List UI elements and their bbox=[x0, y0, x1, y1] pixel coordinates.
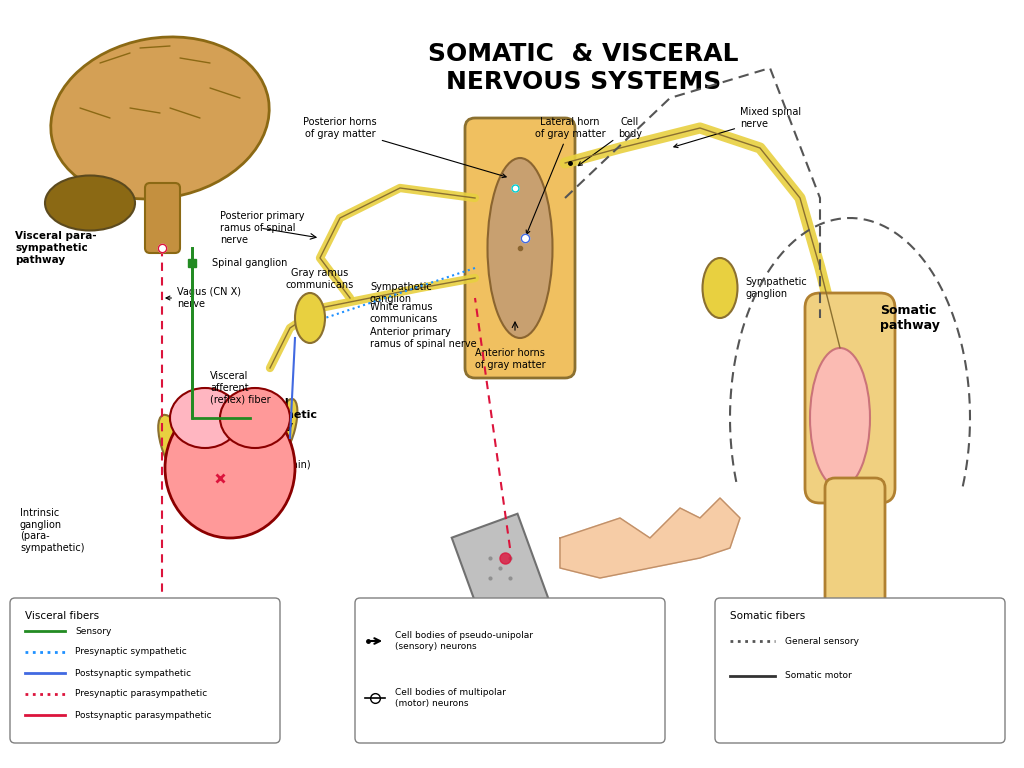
Text: Visceral
afferent (pain)
fiber: Visceral afferent (pain) fiber bbox=[240, 448, 310, 482]
Text: Presynaptic sympathetic: Presynaptic sympathetic bbox=[75, 647, 186, 657]
Text: Lateral horn
of gray matter: Lateral horn of gray matter bbox=[526, 118, 605, 234]
FancyBboxPatch shape bbox=[10, 598, 280, 743]
Ellipse shape bbox=[702, 258, 737, 318]
Ellipse shape bbox=[487, 158, 553, 338]
Text: Posterior primary
ramus of spinal
nerve: Posterior primary ramus of spinal nerve bbox=[220, 211, 304, 244]
FancyBboxPatch shape bbox=[715, 598, 1005, 743]
Text: Visceral
afferent
(reflex) fiber: Visceral afferent (reflex) fiber bbox=[210, 372, 270, 405]
Text: Sympathetic
ganglion: Sympathetic ganglion bbox=[745, 277, 807, 299]
Text: Somatic
pathway: Somatic pathway bbox=[880, 304, 940, 332]
Text: Anterior primary
ramus of spinal nerve: Anterior primary ramus of spinal nerve bbox=[370, 327, 476, 349]
Text: Visceral para-
sympathetic
pathway: Visceral para- sympathetic pathway bbox=[15, 231, 96, 265]
Text: Intrinsic
ganglion
(para-
sympathetic): Intrinsic ganglion (para- sympathetic) bbox=[20, 508, 85, 553]
FancyBboxPatch shape bbox=[355, 598, 665, 743]
Text: Posterior horns
of gray matter: Posterior horns of gray matter bbox=[303, 118, 506, 177]
Text: Cell bodies of multipolar
(motor) neurons: Cell bodies of multipolar (motor) neuron… bbox=[395, 688, 506, 707]
Text: General sensory: General sensory bbox=[785, 637, 859, 645]
Text: Spinal ganglion: Spinal ganglion bbox=[212, 258, 288, 268]
Ellipse shape bbox=[295, 293, 325, 343]
Text: Postsynaptic parasympathetic: Postsynaptic parasympathetic bbox=[75, 710, 212, 720]
Text: SOMATIC  & VISCERAL
NERVOUS SYSTEMS: SOMATIC & VISCERAL NERVOUS SYSTEMS bbox=[428, 42, 739, 94]
Polygon shape bbox=[452, 514, 548, 622]
Text: White ramus
communicans: White ramus communicans bbox=[370, 302, 438, 324]
Text: Cell
body: Cell body bbox=[579, 118, 642, 166]
Ellipse shape bbox=[45, 176, 135, 230]
Text: Visceral fibers: Visceral fibers bbox=[25, 611, 99, 621]
Text: Sensory: Sensory bbox=[75, 627, 112, 635]
Text: Anterior horns
of gray matter: Anterior horns of gray matter bbox=[475, 348, 546, 369]
Ellipse shape bbox=[810, 348, 870, 488]
Text: Somatic motor: Somatic motor bbox=[785, 671, 852, 680]
Ellipse shape bbox=[51, 37, 269, 199]
Text: Cell bodies of pseudo-unipolar
(sensory) neurons: Cell bodies of pseudo-unipolar (sensory)… bbox=[395, 631, 534, 650]
Text: Gray ramus
communicans: Gray ramus communicans bbox=[286, 268, 354, 290]
Text: Vagus (CN X)
nerve: Vagus (CN X) nerve bbox=[166, 287, 241, 309]
Ellipse shape bbox=[159, 415, 191, 482]
FancyBboxPatch shape bbox=[825, 478, 885, 648]
Text: Sympathetic
ganglion: Sympathetic ganglion bbox=[370, 282, 432, 304]
FancyBboxPatch shape bbox=[805, 293, 895, 503]
Text: Presynaptic parasympathetic: Presynaptic parasympathetic bbox=[75, 690, 207, 699]
Polygon shape bbox=[560, 498, 740, 578]
Ellipse shape bbox=[170, 388, 240, 448]
FancyBboxPatch shape bbox=[145, 183, 180, 253]
Ellipse shape bbox=[220, 388, 290, 448]
FancyBboxPatch shape bbox=[465, 118, 575, 378]
Text: Postsynaptic sympathetic: Postsynaptic sympathetic bbox=[75, 668, 191, 677]
Text: Mixed spinal
nerve: Mixed spinal nerve bbox=[674, 108, 801, 147]
Ellipse shape bbox=[272, 399, 297, 457]
Ellipse shape bbox=[165, 398, 295, 538]
Text: Visceral
sympathetic
pathway: Visceral sympathetic pathway bbox=[240, 398, 317, 431]
Text: Somatic fibers: Somatic fibers bbox=[730, 611, 805, 621]
